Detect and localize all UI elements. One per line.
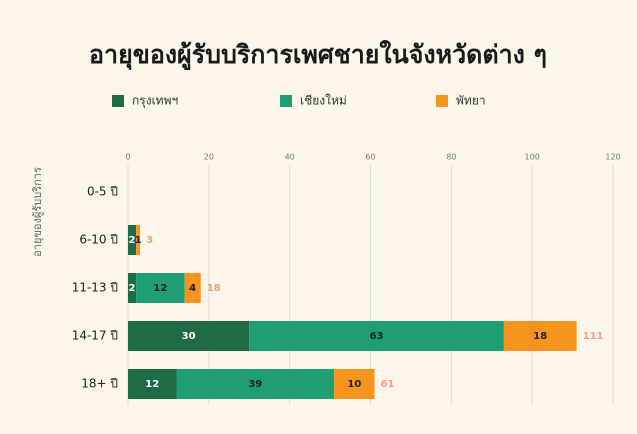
bar-segment xyxy=(128,321,250,351)
bar-segment xyxy=(503,321,577,351)
data-label: 18 xyxy=(533,331,547,342)
data-label: 30 xyxy=(182,331,196,342)
bar-segment xyxy=(128,225,137,255)
x-tick-label: 120 xyxy=(605,153,620,162)
y-axis-label: อายุของผู้รับบริการ xyxy=(31,167,44,257)
legend-label: เชียงใหม่ xyxy=(300,94,347,108)
total-label: 18 xyxy=(207,283,221,294)
y-tick-label: 11-13 ปี xyxy=(72,281,118,295)
legend-swatch xyxy=(112,95,124,107)
x-tick-label: 100 xyxy=(525,153,540,162)
data-label: 10 xyxy=(347,379,361,390)
x-tick-label: 80 xyxy=(446,153,456,162)
x-tick-label: 60 xyxy=(365,153,375,162)
data-label: 4 xyxy=(189,283,196,294)
legend-swatch xyxy=(436,95,448,107)
bar-segment xyxy=(176,369,335,399)
data-label: 12 xyxy=(145,379,159,390)
x-tick-label: 20 xyxy=(204,153,214,162)
chart-title: อายุของผู้รับบริการเพศชายในจังหวัดต่าง ๆ xyxy=(89,39,547,71)
data-label: 12 xyxy=(153,283,167,294)
data-label: 63 xyxy=(370,331,384,342)
y-tick-label: 0-5 ปี xyxy=(87,185,118,199)
legend-label: พัทยา xyxy=(456,94,486,108)
x-tick-label: 0 xyxy=(125,153,130,162)
y-tick-label: 14-17 ปี xyxy=(72,329,118,343)
y-tick-label: 6-10 ปี xyxy=(79,233,118,247)
legend-label: กรุงเทพฯ xyxy=(132,94,178,109)
data-label: 1 xyxy=(135,235,142,246)
data-label: 39 xyxy=(248,379,262,390)
bar-segment xyxy=(136,225,141,255)
data-label: 2 xyxy=(129,283,136,294)
bar-segment xyxy=(334,369,375,399)
y-tick-label: 18+ ปี xyxy=(81,377,118,391)
total-label: 111 xyxy=(583,331,604,342)
bar-segment xyxy=(128,369,177,399)
data-label: 2 xyxy=(129,235,136,246)
legend-swatch xyxy=(280,95,292,107)
bar-segment xyxy=(249,321,504,351)
bar-segment xyxy=(184,273,201,303)
bar-segment xyxy=(136,273,185,303)
total-label: 61 xyxy=(381,379,395,390)
bar-segment xyxy=(128,273,137,303)
x-tick-label: 40 xyxy=(285,153,295,162)
total-label: 3 xyxy=(146,235,153,246)
